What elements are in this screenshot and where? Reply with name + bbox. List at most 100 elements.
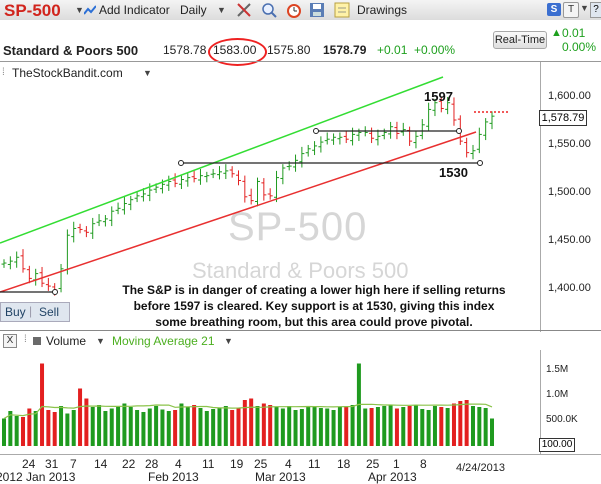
buy-button[interactable]: Buy xyxy=(5,305,26,319)
date-tick: 31 xyxy=(45,457,59,471)
quote-percent: +0.00% xyxy=(414,43,456,57)
date-tick: 14 xyxy=(94,457,108,471)
site-dropdown-icon[interactable]: ▼ xyxy=(143,68,152,78)
symbol-label[interactable]: SP-500 xyxy=(4,1,61,20)
quote-last: 1578.79 xyxy=(323,43,367,57)
volume-bar xyxy=(413,405,418,446)
volume-axis-line xyxy=(540,350,541,454)
volume-bar xyxy=(97,405,102,446)
resistance-handle-right xyxy=(456,128,462,134)
date-tick: 25 xyxy=(254,457,268,471)
help-icon[interactable]: ? xyxy=(590,2,601,18)
volume-color-swatch xyxy=(33,337,41,345)
volume-bar xyxy=(59,406,64,446)
drawings-note-icon[interactable] xyxy=(334,2,350,23)
volume-bar xyxy=(312,406,317,446)
volume-bar xyxy=(249,398,254,446)
date-axis-line xyxy=(0,454,601,455)
ma-dropdown-icon[interactable]: ▼ xyxy=(224,336,233,346)
volume-bar xyxy=(344,406,349,446)
add-indicator-icon[interactable] xyxy=(83,3,97,15)
resistance-handle-left xyxy=(313,128,319,134)
collapse-icon[interactable]: ⁞ xyxy=(2,67,5,78)
volume-bar xyxy=(306,407,311,446)
volume-tick: 500.0K xyxy=(546,414,578,425)
channel-bottom-line xyxy=(0,131,477,293)
volume-bar xyxy=(141,412,146,446)
price-chart[interactable] xyxy=(0,62,540,330)
volume-bar xyxy=(71,410,76,446)
instrument-name: Standard & Poors 500 xyxy=(3,43,139,58)
volume-bar xyxy=(490,418,494,446)
toggle-icon[interactable]: T xyxy=(563,2,579,18)
volume-bar xyxy=(21,417,26,446)
volume-bar xyxy=(401,407,406,446)
date-tick: 28 xyxy=(145,457,159,471)
add-indicator-button[interactable]: Add Indicator xyxy=(99,3,170,17)
volume-bar xyxy=(293,410,298,446)
volume-bar xyxy=(154,406,159,446)
annotation-text: The S&P is in danger of creating a lower… xyxy=(122,283,506,329)
zoom-icon[interactable] xyxy=(261,2,277,23)
volume-bar xyxy=(27,408,32,446)
alarm-clock-icon[interactable] xyxy=(286,2,302,23)
price-tick: 1,400.00 xyxy=(548,282,591,294)
last-price-tag: 1,578.79 xyxy=(539,110,587,126)
volume-bar xyxy=(198,408,203,446)
sell-button[interactable]: Sell xyxy=(39,305,60,319)
volume-bar xyxy=(420,409,425,446)
volume-bar xyxy=(65,413,70,446)
menu-dropdown-icon[interactable]: ▼ xyxy=(580,3,589,13)
volume-bar xyxy=(369,408,374,446)
rt-up-arrow-icon: ▲ xyxy=(551,27,562,39)
share-icon[interactable]: S xyxy=(547,3,561,16)
volume-bar xyxy=(116,406,121,446)
low-left-handle xyxy=(52,289,58,295)
volume-bar xyxy=(268,405,273,446)
drawings-button[interactable]: Drawings xyxy=(357,3,408,17)
volume-bar xyxy=(52,412,57,446)
date-tick: 7 xyxy=(70,457,77,471)
month-label: Apr 2013 xyxy=(368,470,417,484)
date-tick: 24 xyxy=(22,457,36,471)
volume-bar xyxy=(458,401,463,446)
volume-bar xyxy=(90,407,95,446)
date-tick: 4 xyxy=(285,457,292,471)
volume-bar xyxy=(33,411,38,446)
volume-bar xyxy=(375,407,380,446)
interval-dropdown-icon[interactable]: ▼ xyxy=(217,5,226,15)
volume-bar xyxy=(223,406,228,446)
rt-percent: 0.00% xyxy=(562,40,597,54)
volume-bar xyxy=(426,410,431,446)
volume-bar xyxy=(109,408,114,446)
date-tick: 1 xyxy=(393,457,400,471)
volume-bar xyxy=(287,406,292,446)
watermark-name: Standard & Poors 500 xyxy=(192,258,409,283)
close-volume-button[interactable]: X xyxy=(3,334,17,348)
interval-select[interactable]: Daily xyxy=(180,3,207,17)
quote-change: +0.01 xyxy=(377,43,408,57)
date-tick: 25 xyxy=(366,457,380,471)
save-icon[interactable] xyxy=(309,2,325,23)
volume-bar xyxy=(477,407,482,446)
support-handle-left xyxy=(178,160,184,166)
price-tick: 1,450.00 xyxy=(548,234,591,246)
volume-bar xyxy=(103,411,108,446)
volume-dropdown-icon[interactable]: ▼ xyxy=(96,336,105,346)
tools-icon[interactable] xyxy=(236,2,252,23)
volume-bar xyxy=(439,407,444,446)
price-tick: 1,600.00 xyxy=(548,90,591,102)
month-label: Feb 2013 xyxy=(148,470,199,484)
support-handle-right xyxy=(477,160,483,166)
realtime-button[interactable]: Real-Time xyxy=(493,31,547,49)
date-tick: 11 xyxy=(308,457,321,471)
date-tick: 11 xyxy=(202,457,215,471)
symbol-dropdown-icon[interactable]: ▼ xyxy=(75,5,84,15)
volume-handle-icon[interactable]: ⁞ xyxy=(24,334,27,345)
volume-bar xyxy=(2,418,6,446)
volume-tick: 1.0M xyxy=(546,389,569,400)
volume-label: Volume xyxy=(46,334,87,348)
volume-bar xyxy=(363,408,368,446)
price-tick: 1,500.00 xyxy=(548,186,591,198)
volume-bar xyxy=(445,408,450,446)
